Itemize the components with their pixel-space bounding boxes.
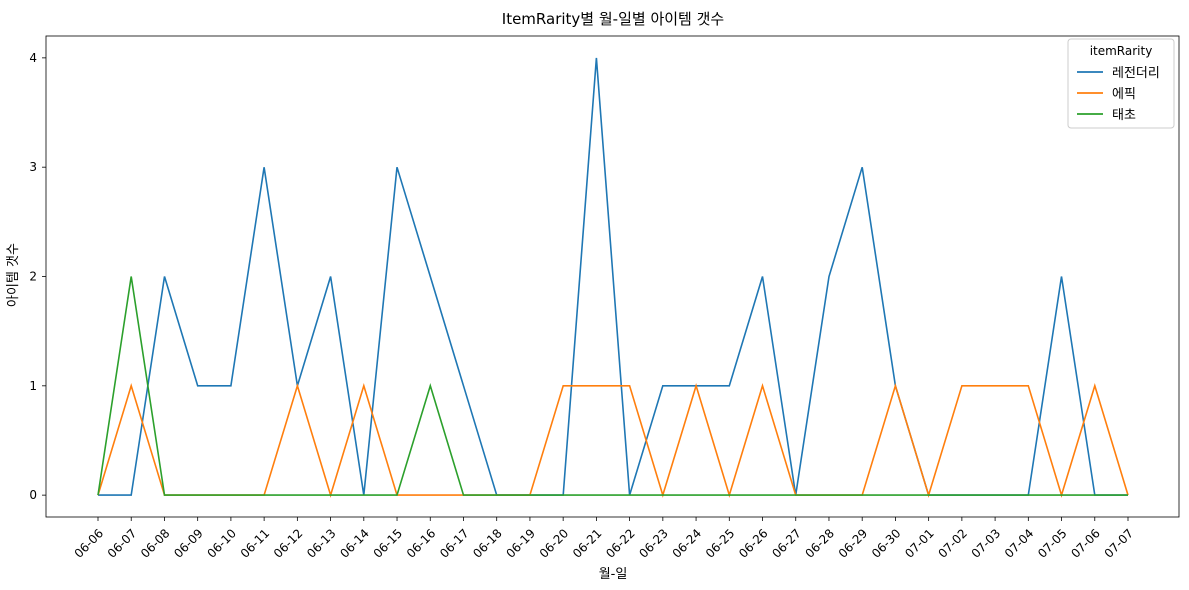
x-tick-label: 06-14 — [337, 526, 372, 561]
legend-frame — [1067, 38, 1175, 129]
legend-title: itemRarity — [1090, 44, 1153, 58]
chart-title: ItemRarity별 월-일별 아이템 갯수 — [502, 10, 724, 28]
legend-label: 에픽 — [1112, 87, 1136, 102]
x-tick-label: 07-06 — [1068, 526, 1103, 561]
series-line-2 — [97, 383, 1129, 498]
x-tick-label: 06-06 — [72, 526, 107, 561]
x-tick-label: 06-27 — [769, 526, 804, 561]
x-tick-label: 06-19 — [503, 526, 538, 561]
plot-area: 0 1 2 3 4 06-0606-0706-0806-0906-1006-1106-12… — [29, 35, 1180, 561]
x-tick-label: 06-24 — [670, 526, 705, 561]
x-tick-label: 07-05 — [1035, 526, 1070, 561]
y-tick-label: 1 — [29, 379, 37, 393]
y-tick-label: 3 — [29, 160, 37, 174]
x-tick-label: 06-26 — [736, 526, 771, 561]
x-tick-label: 06-20 — [537, 526, 572, 561]
x-tick-label: 06-11 — [238, 526, 273, 561]
x-tick-label: 06-22 — [603, 526, 638, 561]
y-axis-label: 아이템 갯수 — [6, 243, 21, 307]
x-tick-label: 07-01 — [902, 526, 937, 561]
series-line-1 — [98, 57, 1128, 496]
y-tick-label: 0 — [29, 488, 37, 502]
x-tick-label: 06-25 — [703, 526, 738, 561]
x-tick-label: 06-28 — [803, 526, 838, 561]
x-tick-label: 06-23 — [636, 526, 671, 561]
x-tick-label: 06-09 — [171, 526, 206, 561]
x-tick-label: 06-30 — [869, 526, 904, 561]
x-tick-label: 06-29 — [836, 526, 871, 561]
x-tick-label: 06-07 — [105, 526, 140, 561]
legend-label: 태초 — [1112, 108, 1136, 123]
x-tick-label: 06-13 — [304, 526, 339, 561]
legend-label: 레전더리 — [1112, 66, 1160, 81]
y-tick-label: 4 — [29, 51, 37, 65]
series-line-3 — [97, 276, 1128, 496]
x-tick-label: 06-17 — [437, 526, 472, 561]
x-tick-label: 07-03 — [969, 526, 1004, 561]
x-tick-label: 07-04 — [1002, 526, 1037, 561]
y-tick-label: 2 — [29, 270, 37, 284]
x-axis-label: 월-일 — [599, 567, 628, 582]
x-tick-label: 06-12 — [271, 526, 306, 561]
x-tick-label: 06-15 — [371, 526, 406, 561]
x-tick-label: 07-07 — [1102, 526, 1137, 561]
x-tick-label: 06-10 — [204, 526, 239, 561]
x-tick-label: 06-08 — [138, 526, 173, 561]
x-tick-label: 06-21 — [570, 526, 605, 561]
x-tick-label: 06-18 — [470, 526, 505, 561]
x-tick-label: 06-16 — [404, 526, 439, 561]
x-tick-label: 07-02 — [935, 526, 970, 561]
